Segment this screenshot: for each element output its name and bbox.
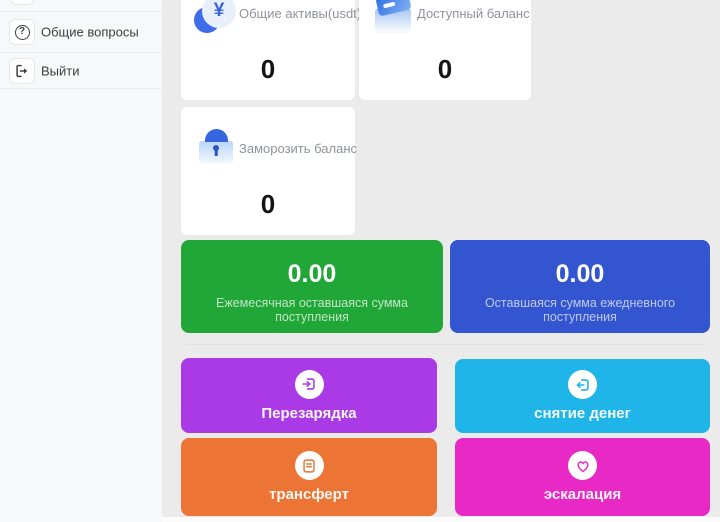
section-divider: [185, 344, 705, 345]
escalation-button[interactable]: эскалация: [455, 438, 710, 516]
banner-value: 0.00: [555, 260, 605, 288]
recharge-button[interactable]: Перезарядка: [181, 358, 437, 433]
sidebar-divider: [0, 52, 162, 53]
sidebar-divider: [0, 88, 162, 89]
monthly-remaining-banner: 0.00 Ежемесячная оставшаяся сумма поступ…: [181, 240, 443, 333]
card-title: Общие активы(usdt): [239, 6, 362, 21]
banner-label: Оставшаяся сумма ежедневного поступления: [484, 296, 676, 324]
withdraw-icon: [568, 370, 597, 399]
frozen-balance-card: Заморозить баланс 0: [181, 107, 357, 235]
sidebar-item-label: Общие вопросы: [41, 24, 139, 40]
action-label: эскалация: [543, 486, 622, 503]
action-label: Перезарядка: [261, 404, 357, 422]
available-balance-card: Доступный баланс 0: [359, 0, 531, 100]
question-icon: ?: [9, 19, 35, 45]
bottom-strip: [162, 517, 720, 522]
lock-icon: [194, 129, 238, 169]
action-label: трансферт: [269, 486, 349, 503]
banner-label: Ежемесячная оставшаяся сумма поступления: [216, 296, 408, 324]
card-value: 0: [260, 54, 276, 84]
sidebar-item-label: Выйти: [41, 63, 80, 79]
logout-icon: [9, 58, 35, 84]
transfer-button[interactable]: трансферт: [181, 438, 437, 516]
escalation-icon: [568, 451, 597, 480]
daily-remaining-banner: 0.00 Оставшаяся сумма ежедневного поступ…: [450, 240, 710, 333]
card-value: 0: [260, 189, 276, 219]
transfer-icon: [294, 451, 324, 480]
sidebar-item-logout[interactable]: Выйти: [0, 53, 162, 89]
deposit-icon: [294, 369, 324, 399]
sidebar-item-faq[interactable]: ? Общие вопросы: [0, 14, 162, 50]
banner-value: 0.00: [287, 260, 337, 288]
wallet-icon: [372, 0, 416, 34]
sidebar-divider: [0, 11, 162, 12]
sidebar: ? Общие вопросы Выйти: [0, 0, 162, 522]
card-title: Заморозить баланс: [239, 141, 357, 156]
action-label: снятие денег: [534, 405, 631, 422]
total-assets-card: ¥ Общие активы(usdt) 0: [181, 0, 361, 100]
clipped-menu-icon: [10, 0, 34, 5]
yen-coin-icon: ¥: [194, 0, 238, 34]
card-value: 0: [437, 54, 453, 84]
withdraw-button[interactable]: снятие денег: [455, 359, 710, 433]
card-title: Доступный баланс: [417, 6, 530, 21]
